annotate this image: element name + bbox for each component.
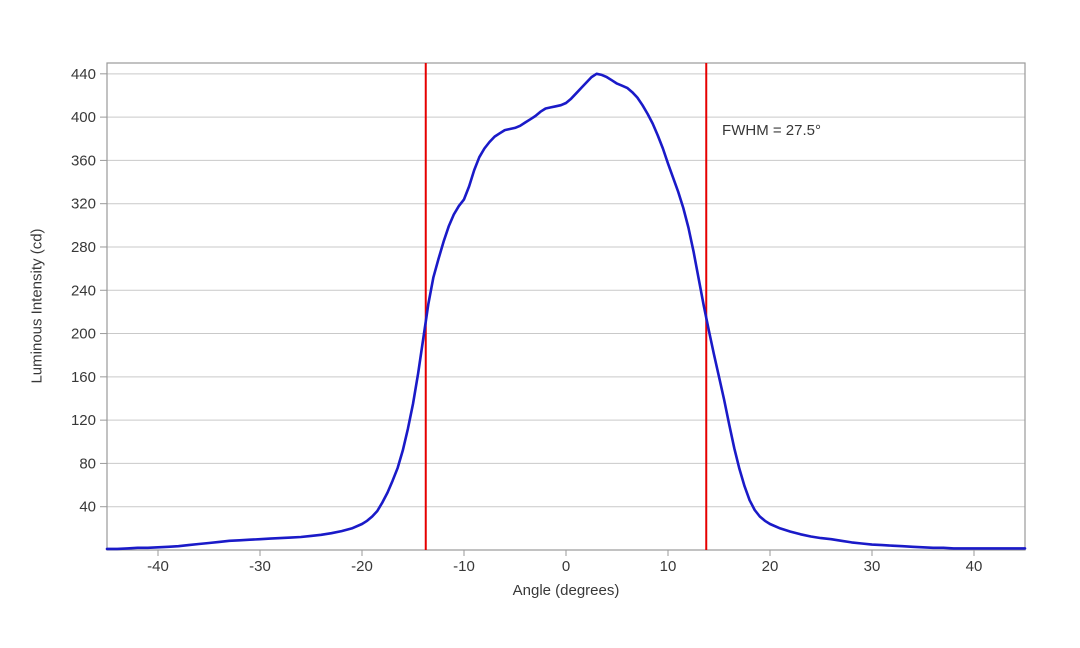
y-tick-label: 200 <box>71 326 96 343</box>
x-tick-label: 20 <box>762 558 779 575</box>
y-tick-label: 80 <box>79 455 96 472</box>
x-tick-label: -30 <box>249 558 271 575</box>
y-tick-label: 360 <box>71 152 96 169</box>
y-tick-label: 440 <box>71 66 96 83</box>
y-axis-title: Luminous Intensity (cd) <box>28 228 46 384</box>
fwhm-annotation: FWHM = 27.5° <box>722 122 821 140</box>
x-tick-label: 0 <box>562 558 570 575</box>
x-tick-label: -20 <box>351 558 373 575</box>
x-tick-label: -40 <box>147 558 169 575</box>
x-tick-label: 10 <box>660 558 677 575</box>
y-tick-label: 160 <box>71 369 96 386</box>
x-tick-label: 40 <box>966 558 983 575</box>
y-tick-label: 120 <box>71 412 96 429</box>
y-tick-label: 280 <box>71 239 96 256</box>
x-tick-label: 30 <box>864 558 881 575</box>
intensity-curve <box>105 72 1027 551</box>
y-tick-label: 400 <box>71 109 96 126</box>
plot-border <box>106 62 1026 551</box>
x-axis-title: Angle (degrees) <box>512 582 620 599</box>
y-tick-label: 40 <box>79 499 96 516</box>
y-tick-label: 320 <box>71 196 96 213</box>
y-tick-label: 240 <box>71 282 96 299</box>
x-tick-label: -10 <box>453 558 475 575</box>
